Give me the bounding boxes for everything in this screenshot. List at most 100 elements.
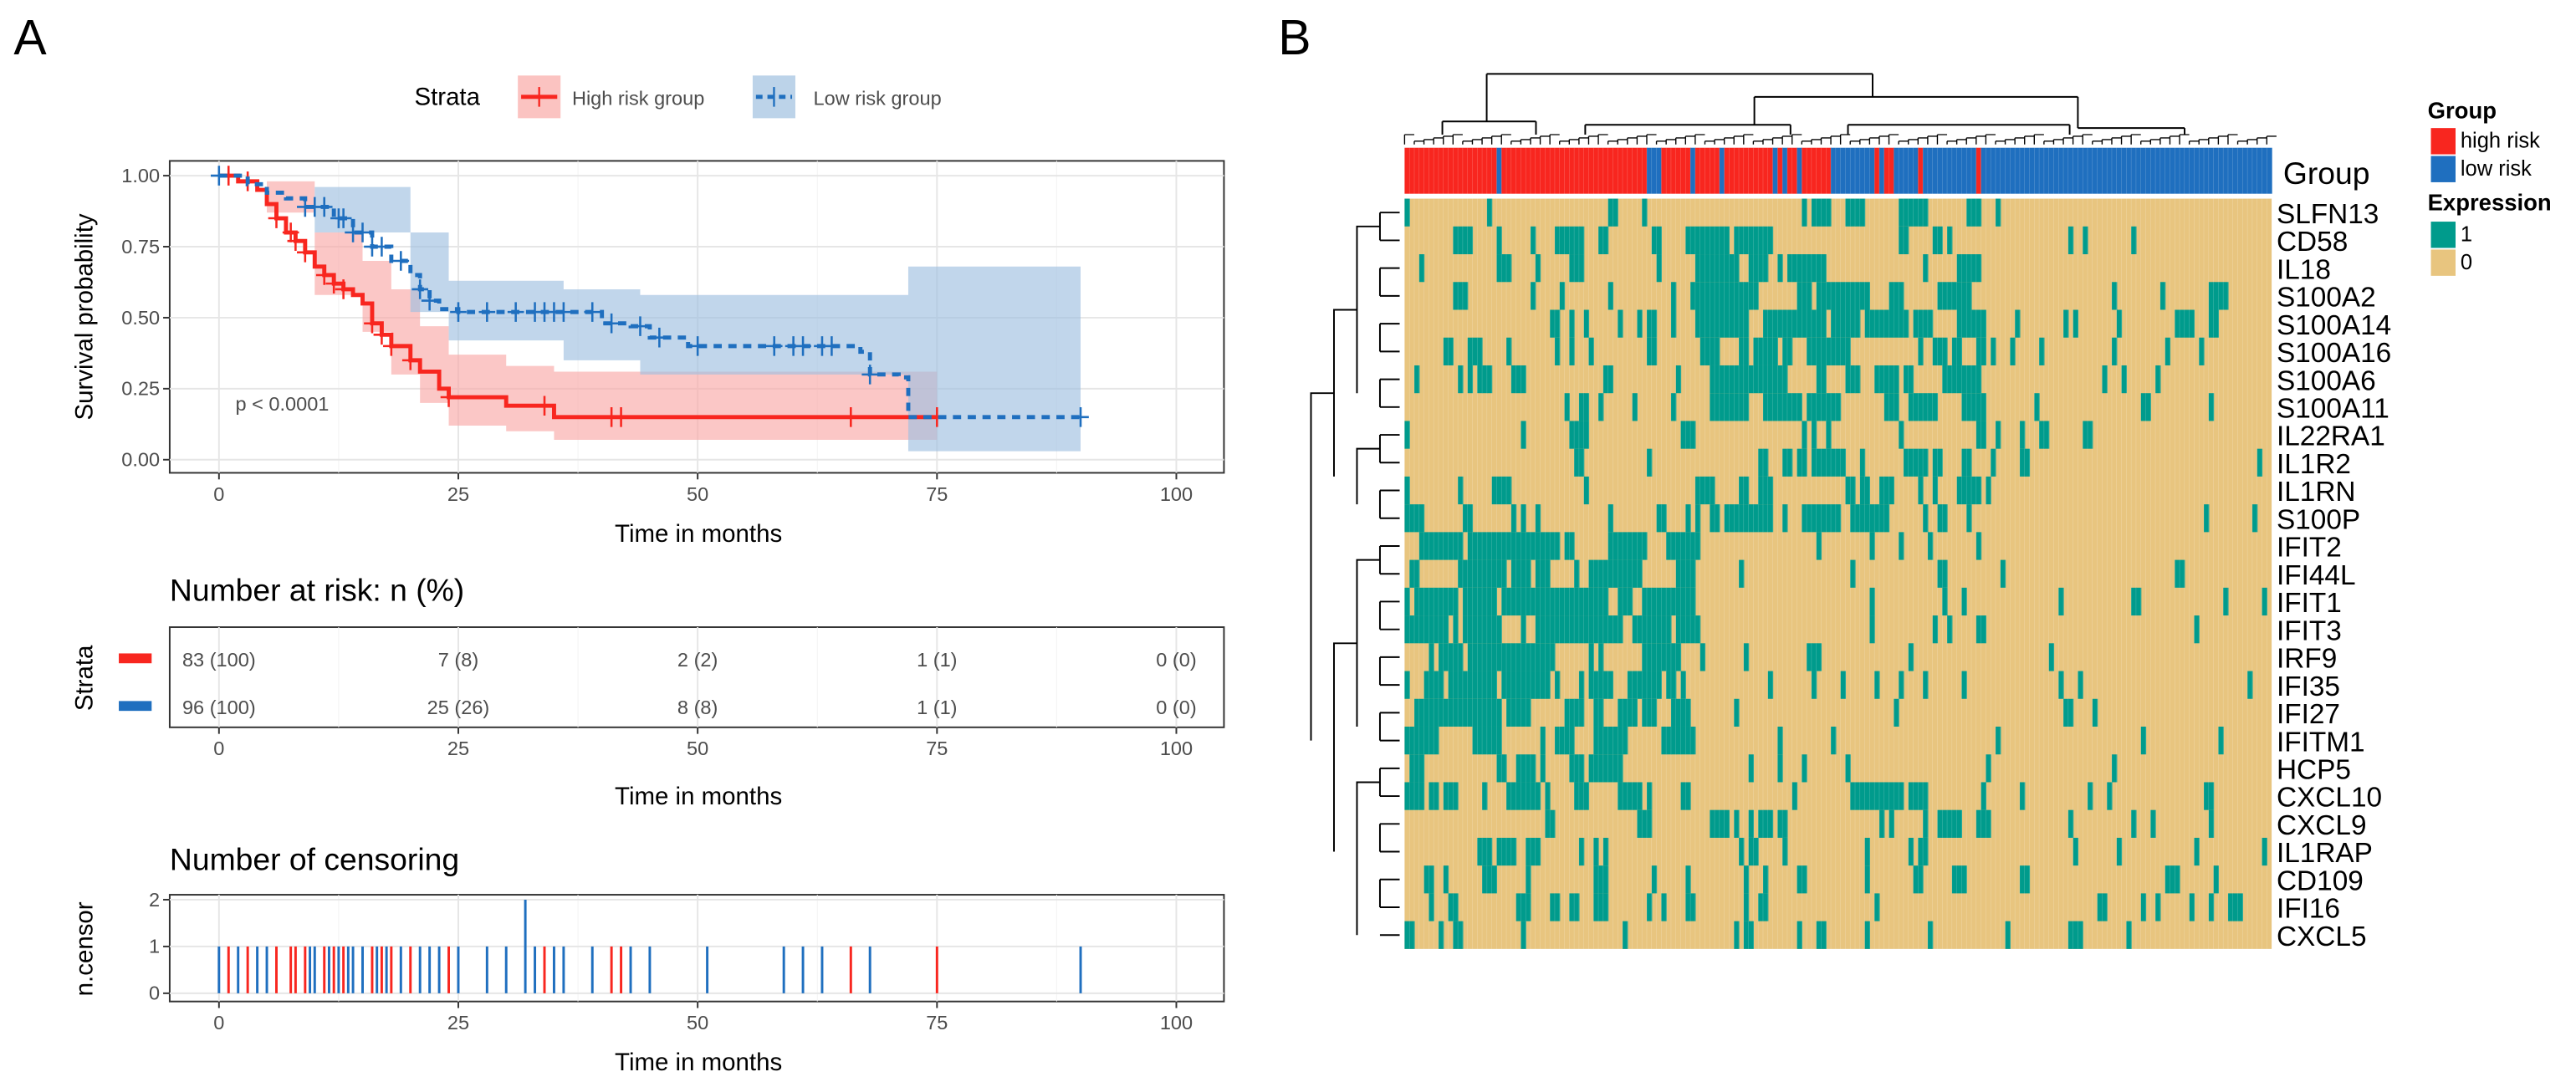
heatmap-cell	[1593, 865, 1599, 894]
risk-cell: 7 (8)	[438, 649, 478, 671]
heatmap-cell	[1506, 532, 1512, 560]
heatmap-cell	[1578, 615, 1585, 644]
heatmap-cell	[1811, 671, 1817, 699]
heatmap-cell	[1816, 198, 1822, 227]
heatmap-cell	[1545, 615, 1551, 644]
heatmap-cell	[1602, 559, 1609, 588]
risk-cell: 0 (0)	[1156, 697, 1196, 718]
heatmap-cell	[1782, 809, 1788, 838]
heatmap-cell	[1574, 782, 1580, 810]
heatmap-cell	[2083, 421, 2088, 449]
heatmap-cell	[1991, 448, 1996, 477]
heatmap-cell	[1545, 809, 1551, 838]
heatmap-cell	[1550, 809, 1556, 838]
heatmap-cell	[1767, 393, 1774, 421]
heatmap-cell	[1694, 226, 1701, 255]
heatmap-cell	[1656, 587, 1662, 616]
x-tick-label: 25	[447, 1012, 469, 1034]
y-tick-label: 1.00	[121, 165, 160, 186]
censor-mark	[373, 237, 391, 257]
heatmap-cell	[1918, 337, 1924, 365]
heatmap-cell	[1753, 365, 1759, 394]
heatmap-cell	[1762, 309, 1769, 338]
heatmap-cell	[1453, 698, 1459, 727]
heatmap-cell	[1627, 559, 1633, 588]
censor-mark	[392, 251, 410, 271]
gene-label: IFIT2	[2277, 533, 2342, 564]
heatmap-cell	[1899, 309, 1904, 338]
heatmap-cell	[1811, 337, 1817, 365]
heatmap-cell	[1951, 337, 1958, 365]
heatmap-cell	[1821, 337, 1827, 365]
heatmap-cell	[1569, 587, 1575, 616]
heatmap-cell	[1772, 365, 1778, 394]
heatmap-cell	[1486, 559, 1493, 588]
heatmap-cell	[1453, 921, 1459, 949]
heatmap-cell	[1918, 865, 1924, 894]
heatmap-cell	[1864, 476, 1870, 505]
heatmap-cell	[1510, 643, 1517, 671]
heatmap-cell	[2058, 587, 2064, 616]
heatmap-cell	[1956, 365, 1963, 394]
heatmap-cell	[1694, 532, 1701, 560]
heatmap-cell	[1690, 532, 1696, 560]
row-dendrogram	[1310, 212, 1400, 937]
heatmap-cell	[1409, 782, 1415, 810]
heatmap-cell	[1767, 309, 1774, 338]
heatmap-cell	[1651, 337, 1658, 365]
heatmap-cell	[1840, 337, 1847, 365]
heatmap-cell	[2204, 504, 2210, 533]
heatmap-cell	[1845, 282, 1851, 310]
heatmap-cell	[1942, 365, 1948, 394]
heatmap-cell	[1651, 643, 1658, 671]
heatmap-cell	[1409, 921, 1415, 949]
legend-entry: 0	[2461, 251, 2472, 274]
heatmap-cell	[1748, 837, 1754, 866]
heatmap-cell	[1434, 671, 1439, 699]
heatmap-cell	[1458, 921, 1464, 949]
heatmap-cell	[1486, 643, 1493, 671]
gene-label: CXCL9	[2277, 810, 2367, 841]
heatmap-cell	[1791, 254, 1798, 283]
gene-label: CD58	[2277, 227, 2348, 258]
heatmap-cell	[1418, 254, 1425, 283]
heatmap-cell	[1423, 671, 1429, 699]
heatmap-cell	[1429, 782, 1434, 810]
heatmap-cell	[1593, 671, 1599, 699]
heatmap-cell	[1850, 782, 1856, 810]
heatmap-cell	[1642, 809, 1648, 838]
heatmap-cell	[1618, 532, 1623, 560]
heatmap-cell	[1569, 226, 1575, 255]
heatmap-cell	[1869, 587, 1875, 616]
heatmap-cell	[1899, 226, 1904, 255]
heatmap-cell	[1661, 643, 1667, 671]
heatmap-cell	[1840, 282, 1847, 310]
y-tick-label: 0	[149, 983, 160, 1004]
heatmap-cell	[1627, 587, 1633, 616]
heatmap-cell	[1811, 198, 1817, 227]
heatmap-cell	[1961, 448, 1967, 477]
heatmap-cell	[1623, 559, 1628, 588]
heatmap-cell	[1923, 837, 1929, 866]
heatmap-cell	[1646, 809, 1653, 838]
heatmap-cell	[1583, 782, 1590, 810]
heatmap-cell	[1947, 226, 1953, 255]
heatmap-cell	[1748, 282, 1754, 310]
x-tick-label: 75	[926, 738, 948, 759]
heatmap-cell	[1777, 254, 1783, 283]
heatmap-cell	[1477, 837, 1483, 866]
heatmap-cell	[1496, 837, 1502, 866]
heatmap-cell	[1472, 726, 1478, 755]
heatmap-cell	[1418, 726, 1425, 755]
heatmap-cell	[1883, 365, 1890, 394]
heatmap-cell	[1995, 198, 2001, 227]
gene-label: S100A16	[2277, 338, 2391, 369]
group-annotation-low	[1496, 147, 1502, 194]
heatmap-cell	[1986, 476, 1991, 505]
heatmap-cell	[1578, 448, 1585, 477]
heatmap-cell	[1894, 365, 1899, 394]
heatmap-cell	[1802, 421, 1807, 449]
heatmap-cell	[1670, 587, 1677, 616]
heatmap-cell	[1550, 587, 1556, 616]
heatmap-cell	[1564, 393, 1570, 421]
